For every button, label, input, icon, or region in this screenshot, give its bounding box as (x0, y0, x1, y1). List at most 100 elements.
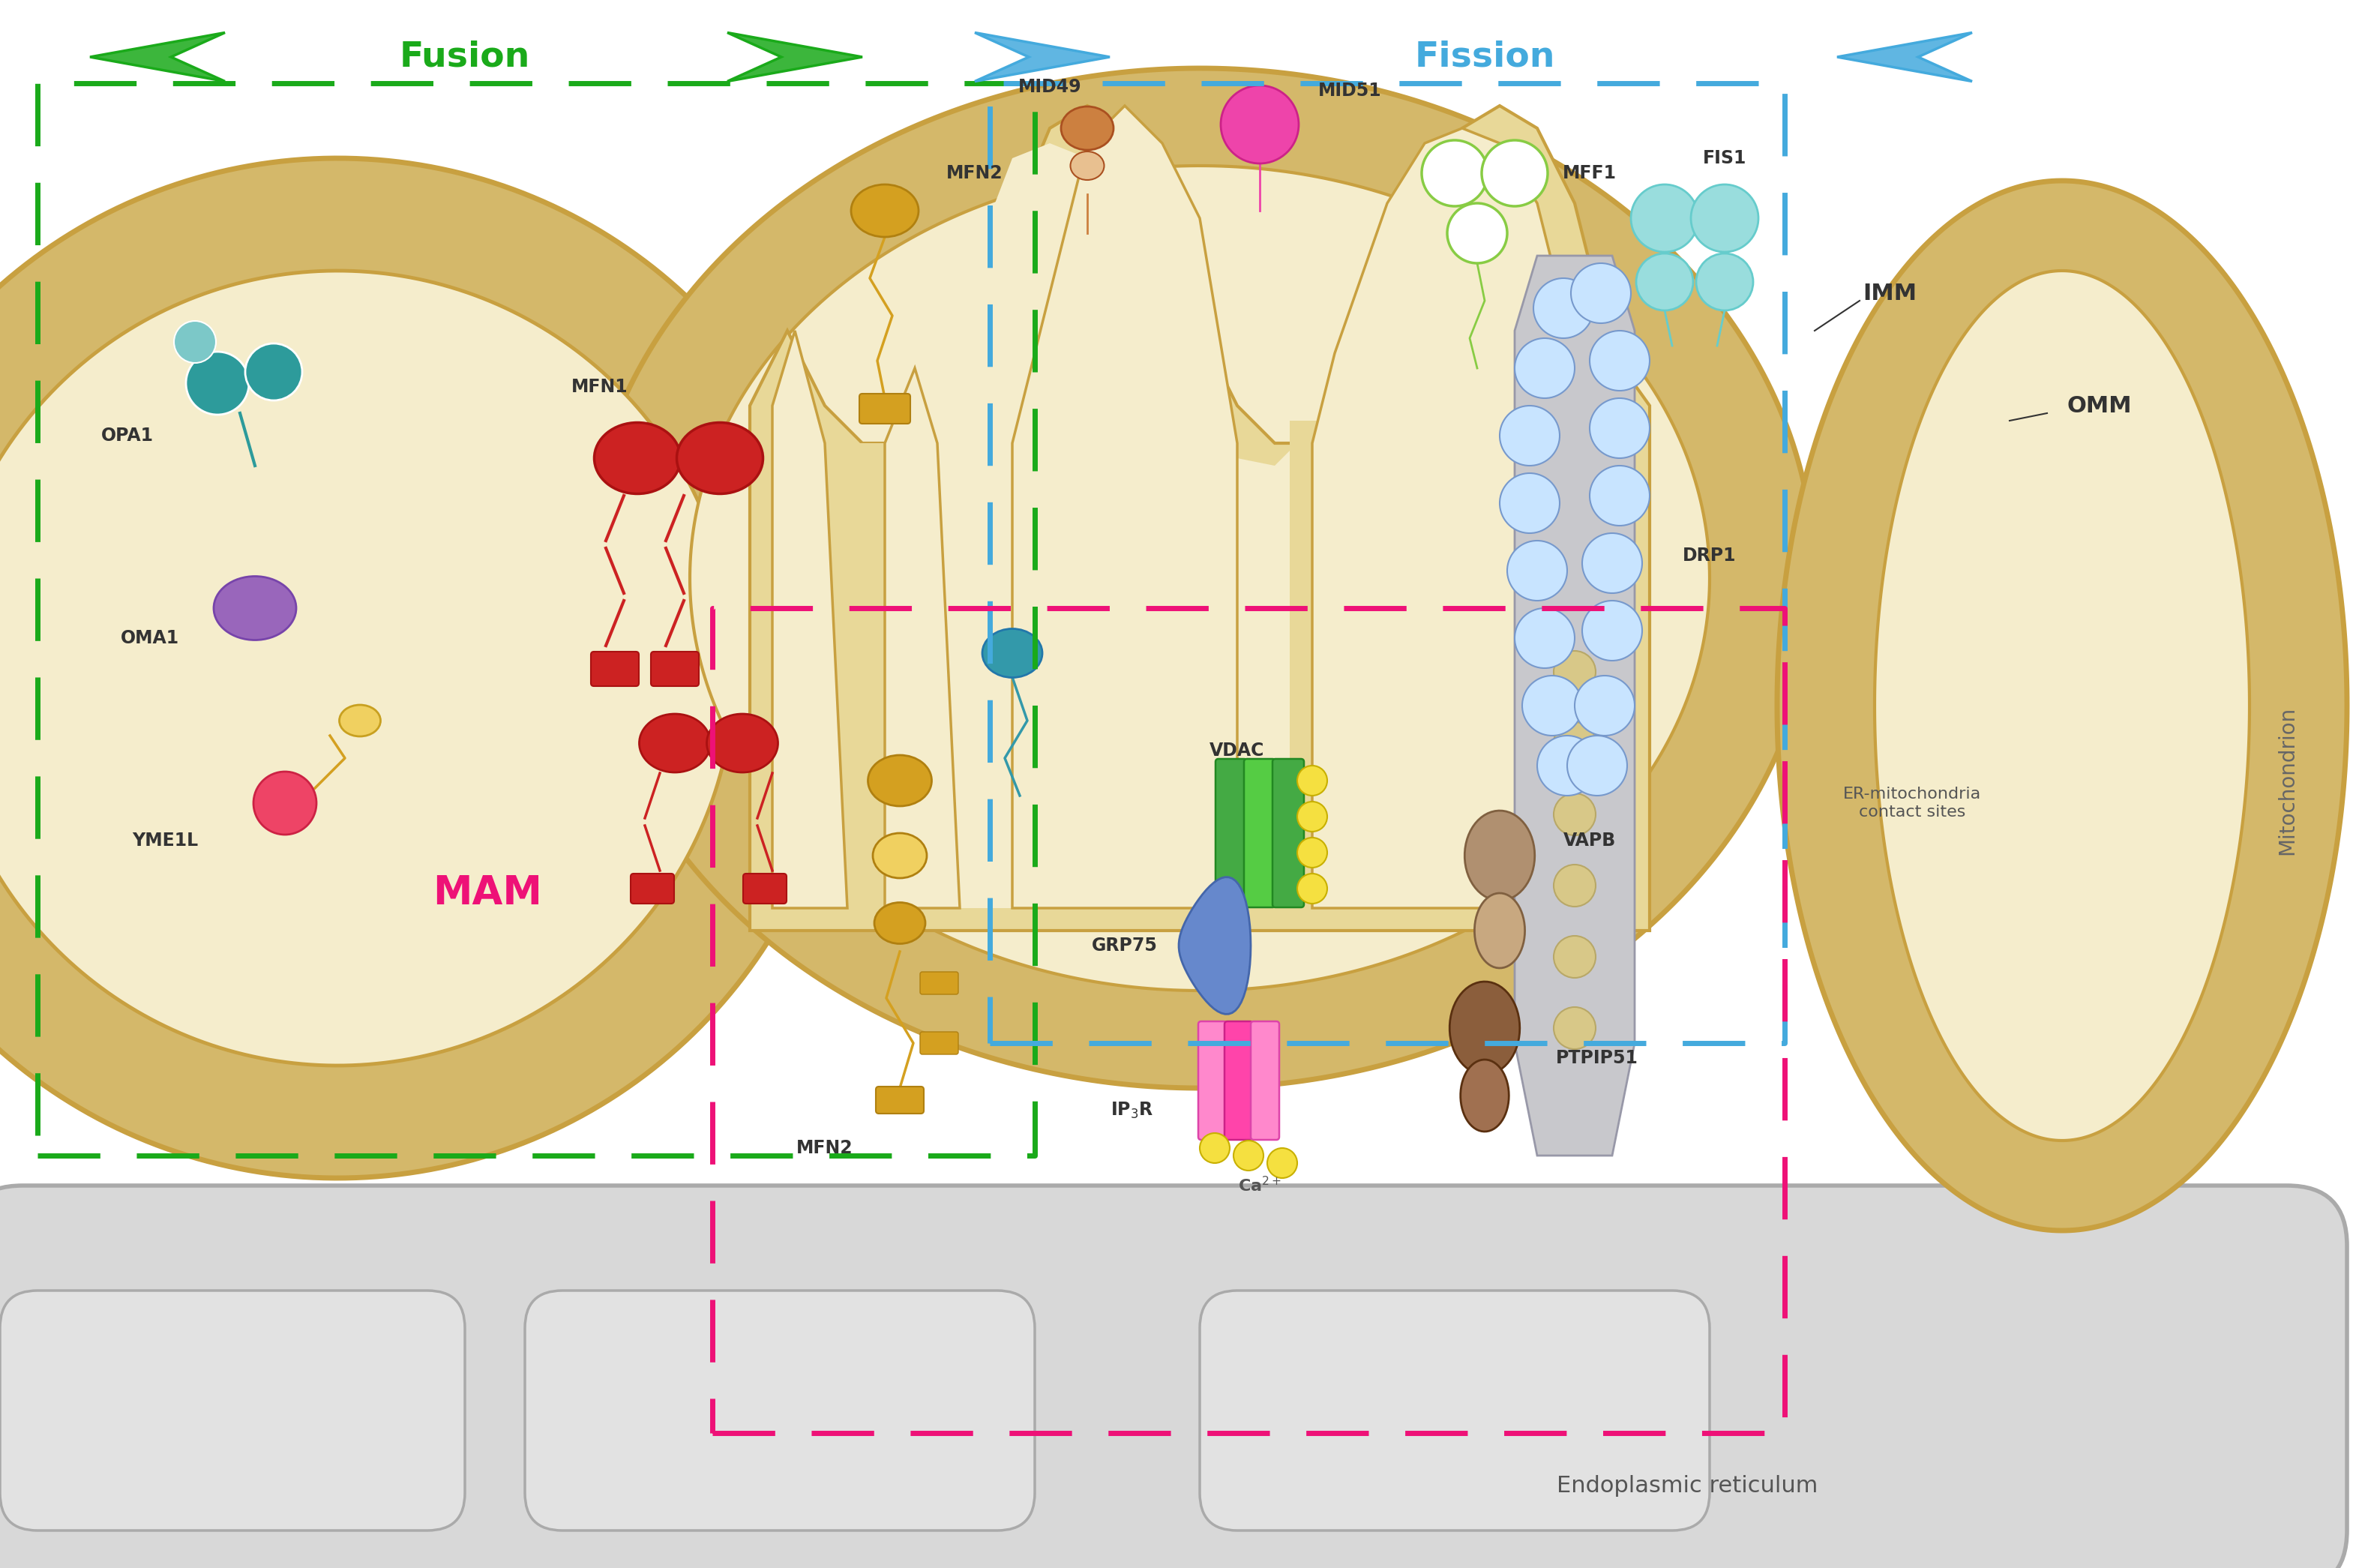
Ellipse shape (213, 577, 295, 640)
Circle shape (1500, 474, 1559, 533)
Circle shape (1554, 651, 1597, 693)
Ellipse shape (867, 756, 931, 806)
Polygon shape (1035, 444, 1141, 908)
Polygon shape (1290, 420, 1590, 908)
Polygon shape (1464, 811, 1535, 900)
Polygon shape (90, 33, 224, 82)
Polygon shape (772, 331, 848, 908)
Text: Fusion: Fusion (399, 41, 531, 74)
Circle shape (1448, 204, 1507, 263)
Ellipse shape (595, 422, 680, 494)
Circle shape (1233, 1140, 1264, 1171)
Polygon shape (976, 33, 1110, 82)
Text: IMM: IMM (1864, 282, 1916, 304)
Polygon shape (1776, 180, 2348, 1231)
Circle shape (1554, 936, 1597, 978)
Text: DRP1: DRP1 (1682, 547, 1736, 564)
Circle shape (1590, 466, 1649, 525)
Polygon shape (90, 33, 224, 82)
Text: MFN1: MFN1 (572, 378, 628, 397)
Circle shape (1566, 735, 1627, 795)
Ellipse shape (874, 903, 926, 944)
Text: ER-mitochondria
contact sites: ER-mitochondria contact sites (1842, 787, 1982, 820)
Circle shape (1575, 676, 1635, 735)
Circle shape (1696, 254, 1753, 310)
Polygon shape (810, 444, 914, 908)
Polygon shape (886, 368, 959, 908)
FancyBboxPatch shape (1252, 1021, 1280, 1140)
Circle shape (1514, 608, 1575, 668)
Polygon shape (0, 271, 735, 1066)
Text: Fission: Fission (1415, 41, 1554, 74)
Circle shape (1630, 185, 1698, 252)
Text: OMA1: OMA1 (120, 629, 180, 648)
Text: MFN2: MFN2 (796, 1138, 853, 1157)
Circle shape (1583, 533, 1642, 593)
Circle shape (1554, 793, 1597, 836)
Circle shape (1637, 254, 1694, 310)
Ellipse shape (1061, 107, 1113, 151)
Polygon shape (586, 69, 1814, 1088)
FancyBboxPatch shape (1216, 759, 1247, 908)
Text: FIS1: FIS1 (1703, 149, 1746, 168)
Polygon shape (1460, 1060, 1509, 1132)
FancyBboxPatch shape (631, 873, 673, 903)
Circle shape (1590, 331, 1649, 390)
Circle shape (1507, 541, 1566, 601)
FancyBboxPatch shape (0, 1185, 2348, 1568)
Polygon shape (1875, 271, 2249, 1140)
FancyBboxPatch shape (1200, 1290, 1710, 1530)
Circle shape (1554, 864, 1597, 906)
Circle shape (1554, 723, 1597, 764)
Text: VDAC: VDAC (1209, 742, 1264, 759)
Text: YME1L: YME1L (132, 831, 198, 850)
Circle shape (1221, 86, 1299, 163)
FancyBboxPatch shape (876, 1087, 924, 1113)
Polygon shape (727, 33, 862, 82)
Polygon shape (1450, 982, 1519, 1074)
Circle shape (1538, 735, 1597, 795)
Ellipse shape (340, 706, 380, 737)
Polygon shape (1013, 105, 1238, 908)
Text: MFF1: MFF1 (1564, 165, 1616, 182)
Ellipse shape (850, 185, 919, 237)
Circle shape (1200, 1134, 1231, 1163)
Circle shape (1297, 837, 1327, 867)
Ellipse shape (1070, 152, 1103, 180)
Ellipse shape (678, 422, 763, 494)
FancyBboxPatch shape (0, 1290, 465, 1530)
Text: OPA1: OPA1 (102, 426, 154, 445)
Polygon shape (727, 33, 862, 82)
Circle shape (1268, 1148, 1297, 1178)
Circle shape (253, 771, 317, 834)
Polygon shape (976, 33, 1110, 82)
Circle shape (246, 343, 302, 400)
Circle shape (1481, 140, 1547, 207)
Polygon shape (0, 158, 848, 1178)
Text: Endoplasmic reticulum: Endoplasmic reticulum (1557, 1474, 1819, 1496)
Circle shape (1297, 765, 1327, 795)
Text: MFN2: MFN2 (947, 165, 1004, 182)
FancyBboxPatch shape (921, 1032, 959, 1054)
FancyBboxPatch shape (652, 652, 699, 687)
Polygon shape (690, 166, 1710, 991)
Polygon shape (749, 105, 1649, 930)
FancyBboxPatch shape (921, 972, 959, 994)
Circle shape (175, 321, 215, 362)
Circle shape (1533, 278, 1594, 339)
Text: PTPIP51: PTPIP51 (1557, 1049, 1639, 1068)
FancyBboxPatch shape (1224, 1021, 1252, 1140)
Polygon shape (787, 143, 1613, 908)
Text: Ca$^{2+}$: Ca$^{2+}$ (1238, 1176, 1283, 1195)
FancyBboxPatch shape (524, 1290, 1035, 1530)
Circle shape (187, 351, 248, 414)
FancyBboxPatch shape (1198, 1021, 1226, 1140)
FancyBboxPatch shape (744, 873, 787, 903)
FancyBboxPatch shape (1245, 759, 1275, 908)
Circle shape (1514, 339, 1575, 398)
Text: OMM: OMM (2067, 395, 2133, 417)
Circle shape (1297, 801, 1327, 831)
Text: MID51: MID51 (1318, 82, 1382, 100)
Circle shape (1691, 185, 1757, 252)
Circle shape (1422, 140, 1488, 207)
